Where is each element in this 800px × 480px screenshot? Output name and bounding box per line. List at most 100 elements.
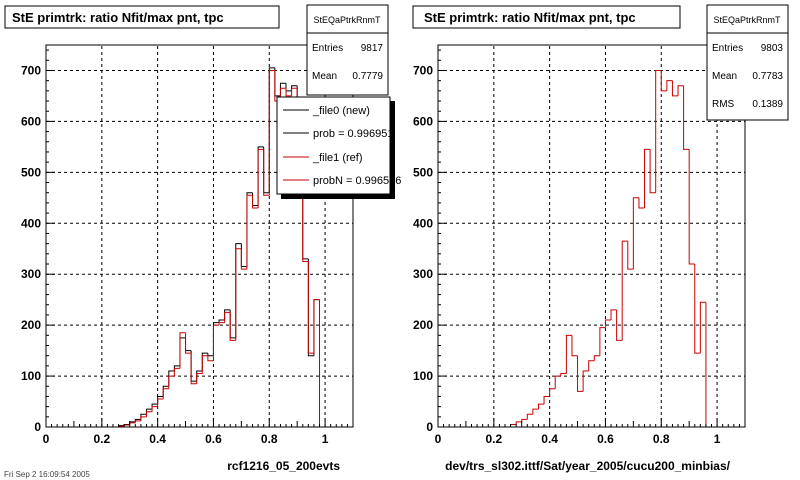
left-stats-frame [306,4,389,96]
right-histogram-panel: StE primtrk: ratio Nfit/max pnt, tpc 0 0.… [412,4,789,473]
left-x-tick-label: 0.8 [261,432,278,446]
left-histogram-bin [263,149,270,196]
right-histogram-bin [582,370,589,392]
left-y-tick-label: 0 [34,420,41,434]
right-histogram-bin [593,355,600,361]
left-histogram-bin [274,67,281,97]
left-y-tick-label: 500 [21,165,41,179]
right-title: StE primtrk: ratio Nfit/max pnt, tpc [424,10,636,25]
right-histogram-bin [543,395,550,405]
left-histogram-bin [240,243,247,268]
right-y-tick-label: 700 [413,63,433,77]
right-x-tick-label: 0 [435,432,442,446]
left-stats-title: StEQaPtrkRnmT [313,15,381,25]
right-y-tick-label: 300 [413,267,433,281]
right-stats-box: StEQaPtrkRnmT Entries 9803 Mean 0.7783 R… [706,4,789,121]
right-y-tick-label: 0 [426,420,433,434]
left-histogram-bin [212,322,220,356]
left-histogram-bin [145,411,153,417]
right-x-tick-label: 0.6 [597,432,614,446]
right-series-group [438,69,718,428]
left-histogram-bin [257,146,264,206]
left-histogram-bin [157,398,164,407]
right-histogram-bin [632,197,639,270]
left-histogram-bin [224,309,231,321]
right-histogram-bin [588,360,595,371]
left-y-tick-label: 200 [21,318,41,332]
legend-label-file0: _file0 (new) [312,105,370,117]
timestamp-note: Fri Sep 2 16:09:54 2005 [4,470,90,479]
right-stats-title: StEQaPtrkRnmT [713,15,781,25]
right-stats-entries-value: 9803 [761,43,784,54]
right-y-tick-label: 500 [413,165,433,179]
legend-label-prob: prob = 0.996951 [313,128,393,140]
left-histogram-bin [285,83,292,92]
legend-label-probn: probN = 0.996506 [313,175,401,187]
left-histogram-bin [157,395,164,405]
left-y-tick-label: 300 [21,267,41,281]
right-histogram-bin [621,240,628,341]
right-x-tick-label: 1 [714,432,721,446]
left-histogram-bin [218,322,225,326]
right-stats-rms-value: 0.1389 [752,99,783,110]
left-histogram-bin [201,355,208,374]
right-x-tick-label: 0.8 [653,432,670,446]
legend-label-file1: _file1 (ref) [312,152,363,164]
left-plot-frame [45,44,354,428]
right-histogram-bin [549,388,556,397]
right-histogram-bin [526,413,533,420]
right-histogram-bin [537,403,545,410]
left-histogram-bin [162,388,169,399]
left-x-tick-label: 0 [43,432,50,446]
left-histogram-bin [179,332,186,369]
left-title-box [4,5,280,29]
left-x-tick-label: 0.4 [149,432,166,446]
right-plot-frame [437,44,746,428]
left-histogram-bin [185,337,192,352]
left-title: StE primtrk: ratio Nfit/max pnt, tpc [12,10,224,25]
right-stats-mean-label: Mean [712,71,737,82]
right-histogram-bin [604,319,612,328]
left-histogram-bin [129,422,136,425]
legend-frame [276,96,391,195]
left-histogram-bin [246,194,253,270]
left-histogram-bin [291,87,298,96]
right-y-tick-label: 200 [413,318,433,332]
left-stats-entries-label: Entries [312,43,343,54]
right-histogram-bin [660,70,667,92]
left-histogram-bin [185,332,192,354]
left-histogram-bin [140,416,147,421]
right-histogram-bin [644,148,651,208]
left-histogram-bin [212,324,220,361]
left-x-tick-label: 0.6 [205,432,222,446]
left-histogram-bin [168,370,175,387]
left-histogram-bin [229,309,236,339]
left-histogram-bin [319,299,326,428]
left-stats-mean-label: Mean [312,71,337,82]
left-x-tick-label: 1 [322,432,329,446]
right-histogram-bin [677,85,684,96]
left-histogram-bin [268,67,275,193]
right-histogram-bin [515,421,522,425]
right-histogram-bin [688,149,695,265]
left-axes: 0 0.2 0.4 0.6 0.8 1 0 100 200 300 400 500 600 700 [21,49,348,446]
right-axes: 0 0.2 0.4 0.6 0.8 1 0 100 200 300 400 500 600 700 [413,49,740,446]
left-histogram-bin [196,373,203,384]
right-stats-rms-label: RMS [712,99,735,110]
left-histogram-bin [229,312,236,341]
left-histogram-bin [313,299,320,354]
left-x-axis-label: rcf1216_05_200evts [227,459,340,473]
right-histogram-bin [649,149,656,194]
left-histogram-bin [246,192,253,267]
left-histogram-bin [257,148,264,208]
right-series-0 [438,69,718,428]
left-y-tick-label: 100 [21,369,41,383]
left-histogram-bin [313,299,320,356]
right-histogram-bin [521,418,528,422]
left-histogram-bin [235,243,242,338]
left-histogram-bin [218,319,225,323]
left-histogram-bin [173,367,180,377]
left-y-tick-label: 600 [21,114,41,128]
right-histogram-bin [705,302,712,428]
